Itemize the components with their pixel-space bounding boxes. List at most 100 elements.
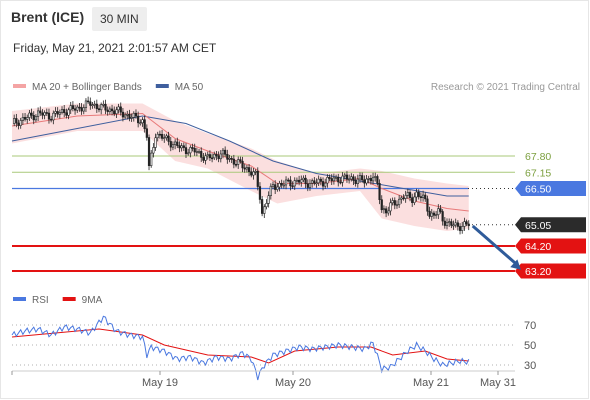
candle-body-36 (89, 101, 92, 106)
candle-body-54 (128, 114, 131, 119)
x-tick-label-3: May 31 (480, 377, 516, 389)
ma50-line (11, 115, 469, 197)
level-box-5 (515, 263, 586, 279)
candle-body-161 (361, 175, 364, 181)
candle-body-133 (300, 179, 303, 183)
rsi-panel: 70 50 30 (11, 315, 536, 381)
candle-body-53 (126, 114, 129, 116)
candle-body-174 (389, 202, 392, 212)
rsi-line (11, 315, 470, 381)
candle-body-41 (100, 104, 103, 111)
candle-body-66 (154, 137, 157, 148)
candle-body-117 (265, 203, 268, 208)
candle-body-193 (430, 212, 433, 217)
level-label-4: 64.20 (525, 241, 551, 253)
datetime-label: Friday, May 21, 2021 2:01:57 AM CET (13, 41, 217, 55)
candle-body-71 (165, 135, 168, 138)
candle-body-75 (174, 141, 177, 146)
candle-body-107 (243, 167, 246, 170)
rsi-legend: RSI 9MA (13, 295, 103, 306)
timeframe-badge[interactable]: 30 MIN (92, 7, 147, 31)
candle-body-42 (102, 103, 105, 106)
candle-body-112 (254, 170, 257, 173)
rsi-tick-0: 70 (524, 320, 536, 332)
candle-body-176 (393, 200, 396, 206)
candle-body-166 (371, 176, 375, 182)
candle-body-89 (204, 155, 207, 161)
candle-body-65 (152, 147, 155, 154)
candle-body-121 (274, 184, 277, 190)
candle-body-165 (369, 178, 372, 182)
candle-body-118 (267, 195, 270, 204)
candle-body-3 (17, 122, 20, 126)
candle-body-162 (363, 179, 366, 184)
candle-body-126 (284, 179, 288, 186)
candle-body-172 (384, 208, 388, 214)
level-label-1: 67.15 (525, 167, 551, 179)
candle-body-134 (302, 177, 305, 181)
candle-body-109 (247, 167, 251, 173)
candle-body-153 (343, 174, 346, 177)
candle-body-197 (439, 208, 442, 212)
candle-body-47 (113, 110, 116, 115)
candle-body-130 (293, 180, 296, 187)
candle-body-21 (56, 111, 59, 115)
candle-body-60 (141, 119, 144, 124)
candle-body-210 (467, 223, 470, 227)
candle-body-196 (437, 208, 440, 215)
candle-body-13 (39, 110, 42, 114)
candle-body-86 (197, 151, 201, 153)
candle-body-5 (21, 117, 24, 121)
level-box-4 (515, 238, 586, 254)
candle-body-182 (406, 192, 409, 196)
candle-body-49 (117, 106, 120, 111)
candle-body-188 (419, 196, 423, 198)
candle-body-70 (163, 137, 166, 139)
instrument-title: Brent (ICE) (11, 9, 85, 25)
candle-body-27 (69, 105, 72, 111)
candle-body-44 (106, 109, 109, 112)
candle-body-122 (276, 186, 279, 190)
bollinger-fill (12, 103, 469, 231)
candle-body-150 (337, 176, 340, 183)
candle-body-93 (213, 154, 216, 159)
candle-body-7 (26, 117, 29, 120)
candle-body-48 (115, 109, 118, 115)
level-box-2 (515, 181, 586, 196)
candle-body-56 (132, 112, 135, 118)
candle-body-186 (415, 191, 418, 198)
candle-body-38 (93, 103, 96, 106)
candle-body-139 (313, 180, 316, 184)
candle-body-208 (463, 221, 466, 227)
candle-body-138 (311, 180, 314, 184)
candle-body-145 (326, 177, 329, 184)
candle-body-90 (206, 154, 209, 157)
candle-body-59 (139, 122, 142, 125)
candle-body-154 (345, 174, 349, 180)
candle-body-96 (219, 153, 222, 160)
forecast-arrow (471, 224, 521, 270)
candle-body-110 (250, 171, 253, 176)
candle-body-1 (13, 118, 16, 124)
candle-body-175 (391, 200, 394, 204)
rsi-tick-1: 50 (524, 340, 536, 352)
candle-body-9 (30, 112, 33, 116)
candle-body-180 (402, 197, 405, 200)
legend-label-0: MA 20 + Bollinger Bands (32, 82, 142, 93)
level-label-3: 65.05 (525, 220, 551, 232)
candle-body-51 (121, 111, 125, 118)
candle-body-50 (119, 106, 122, 113)
candle-body-106 (241, 160, 244, 169)
candle-body-152 (341, 175, 344, 183)
candle-body-191 (426, 198, 429, 212)
candle-body-155 (348, 178, 351, 181)
candle-body-190 (424, 194, 427, 200)
candle-body-119 (269, 185, 272, 197)
candle-body-168 (376, 176, 379, 184)
candle-body-111 (252, 171, 255, 176)
candle-body-8 (28, 112, 31, 118)
legend-swatch-0 (13, 84, 26, 88)
bollinger-bands (12, 103, 469, 231)
rsi-legend-swatch-0 (13, 297, 26, 301)
